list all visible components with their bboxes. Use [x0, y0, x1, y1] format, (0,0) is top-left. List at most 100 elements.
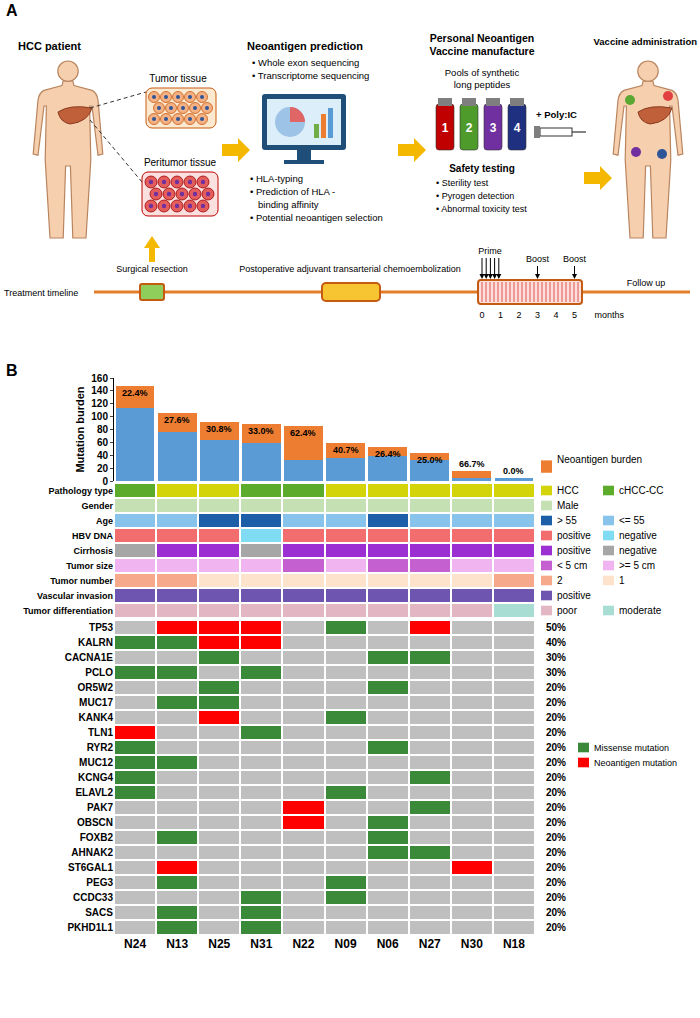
svg-text:25.0%: 25.0%	[417, 455, 443, 465]
svg-text:N22: N22	[292, 937, 314, 951]
svg-text:4: 4	[553, 310, 558, 320]
svg-text:Prime: Prime	[478, 246, 502, 256]
svg-text:positive: positive	[557, 590, 591, 601]
svg-text:4: 4	[514, 121, 521, 135]
svg-text:OBSCN: OBSCN	[77, 817, 113, 828]
svg-text:0: 0	[102, 476, 108, 487]
svg-text:CCDC33: CCDC33	[73, 892, 113, 903]
svg-text:1: 1	[498, 310, 503, 320]
svg-text:N27: N27	[419, 937, 441, 951]
svg-text:0.0%: 0.0%	[503, 466, 524, 476]
svg-text:• Prediction of HLA -: • Prediction of HLA -	[250, 186, 335, 197]
svg-text:CACNA1E: CACNA1E	[65, 652, 114, 663]
svg-text:62.4%: 62.4%	[290, 428, 316, 438]
svg-text:26.4%: 26.4%	[375, 449, 401, 459]
svg-text:60: 60	[97, 437, 109, 448]
svg-text:• Transcriptome sequencing: • Transcriptome sequencing	[252, 70, 369, 81]
svg-text:• Whole exon sequencing: • Whole exon sequencing	[252, 57, 359, 68]
svg-text:Safety testing: Safety testing	[449, 163, 515, 174]
svg-text:0: 0	[479, 310, 484, 320]
svg-text:Vascular invasion: Vascular invasion	[37, 591, 113, 601]
svg-text:Neoantigen mutation: Neoantigen mutation	[594, 758, 677, 768]
svg-text:Surgical resection: Surgical resection	[116, 264, 188, 274]
svg-text:negative: negative	[619, 530, 657, 541]
svg-text:30%: 30%	[546, 667, 566, 678]
svg-text:1: 1	[442, 121, 449, 135]
svg-text:• Pyrogen detection: • Pyrogen detection	[436, 191, 514, 201]
svg-text:22.4%: 22.4%	[122, 388, 148, 398]
svg-text:30.8%: 30.8%	[206, 424, 232, 434]
svg-text:2: 2	[516, 310, 521, 320]
svg-text:moderate: moderate	[619, 605, 662, 616]
svg-text:months: months	[595, 310, 625, 320]
svg-text:KALRN: KALRN	[78, 637, 113, 648]
svg-text:100: 100	[91, 411, 108, 422]
svg-text:cHCC-CC: cHCC-CC	[619, 485, 663, 496]
svg-text:poor: poor	[557, 605, 578, 616]
svg-text:20%: 20%	[546, 712, 566, 723]
svg-text:HCC patient: HCC patient	[18, 40, 81, 52]
svg-text:• HLA-typing: • HLA-typing	[250, 173, 303, 184]
svg-text:positive: positive	[557, 530, 591, 541]
svg-text:Tumor number: Tumor number	[50, 576, 113, 586]
svg-text:66.7%: 66.7%	[459, 459, 485, 469]
svg-text:Mutation burden: Mutation burden	[74, 386, 86, 472]
svg-text:30%: 30%	[546, 652, 566, 663]
svg-text:20%: 20%	[546, 832, 566, 843]
svg-text:120: 120	[91, 398, 108, 409]
svg-text:Tumor differentiation: Tumor differentiation	[23, 606, 113, 616]
svg-text:Missense mutation: Missense mutation	[594, 743, 669, 753]
svg-text:N31: N31	[250, 937, 272, 951]
svg-text:PEG3: PEG3	[86, 877, 113, 888]
svg-text:20: 20	[97, 463, 109, 474]
svg-text:Boost: Boost	[526, 254, 550, 264]
svg-text:27.6%: 27.6%	[164, 415, 190, 425]
svg-text:2: 2	[557, 575, 563, 586]
svg-text:20%: 20%	[546, 697, 566, 708]
svg-text:ST6GAL1: ST6GAL1	[68, 862, 113, 873]
svg-text:20%: 20%	[546, 802, 566, 813]
svg-text:33.0%: 33.0%	[248, 426, 274, 436]
svg-text:N30: N30	[461, 937, 483, 951]
svg-text:20%: 20%	[546, 892, 566, 903]
svg-text:N13: N13	[166, 937, 188, 951]
svg-text:Boost: Boost	[563, 254, 587, 264]
svg-text:PCLO: PCLO	[85, 667, 113, 678]
svg-text:FOXB2: FOXB2	[80, 832, 114, 843]
svg-text:> 55: > 55	[557, 515, 577, 526]
svg-text:MUC12: MUC12	[79, 757, 113, 768]
svg-text:Follow up: Follow up	[627, 278, 666, 288]
svg-text:40%: 40%	[546, 637, 566, 648]
svg-text:20%: 20%	[546, 742, 566, 753]
svg-text:1: 1	[619, 575, 625, 586]
svg-text:Pathology type: Pathology type	[48, 486, 113, 496]
svg-text:20%: 20%	[546, 772, 566, 783]
svg-text:PKHD1L1: PKHD1L1	[67, 922, 113, 933]
svg-text:20%: 20%	[546, 922, 566, 933]
svg-text:ELAVL2: ELAVL2	[75, 787, 113, 798]
svg-text:AHNAK2: AHNAK2	[71, 847, 113, 858]
svg-text:Personal Neoantigen: Personal Neoantigen	[430, 32, 534, 44]
svg-text:• Potential neoantigen selecti: • Potential neoantigen selection	[250, 212, 383, 223]
svg-text:Pools of synthetic: Pools of synthetic	[445, 67, 520, 78]
svg-text:Vaccine administration: Vaccine administration	[594, 36, 698, 47]
svg-text:Postoperative adjuvant transar: Postoperative adjuvant transarterial che…	[239, 264, 461, 274]
svg-text:N24: N24	[124, 937, 146, 951]
svg-text:>= 5 cm: >= 5 cm	[619, 560, 655, 571]
svg-text:20%: 20%	[546, 682, 566, 693]
svg-text:20%: 20%	[546, 817, 566, 828]
svg-text:RYR2: RYR2	[87, 742, 114, 753]
svg-text:40.7%: 40.7%	[333, 445, 359, 455]
svg-text:20%: 20%	[546, 877, 566, 888]
svg-text:20%: 20%	[546, 862, 566, 873]
svg-text:20%: 20%	[546, 727, 566, 738]
svg-text:TP53: TP53	[89, 622, 113, 633]
svg-text:2: 2	[466, 121, 473, 135]
svg-text:positive: positive	[557, 545, 591, 556]
svg-text:Tumor tissue: Tumor tissue	[149, 73, 207, 84]
svg-text:160: 160	[91, 373, 108, 384]
svg-text:KCNG4: KCNG4	[78, 772, 113, 783]
svg-text:20%: 20%	[546, 757, 566, 768]
svg-text:Age: Age	[96, 516, 113, 526]
svg-text:Neoantigen prediction: Neoantigen prediction	[247, 40, 363, 52]
